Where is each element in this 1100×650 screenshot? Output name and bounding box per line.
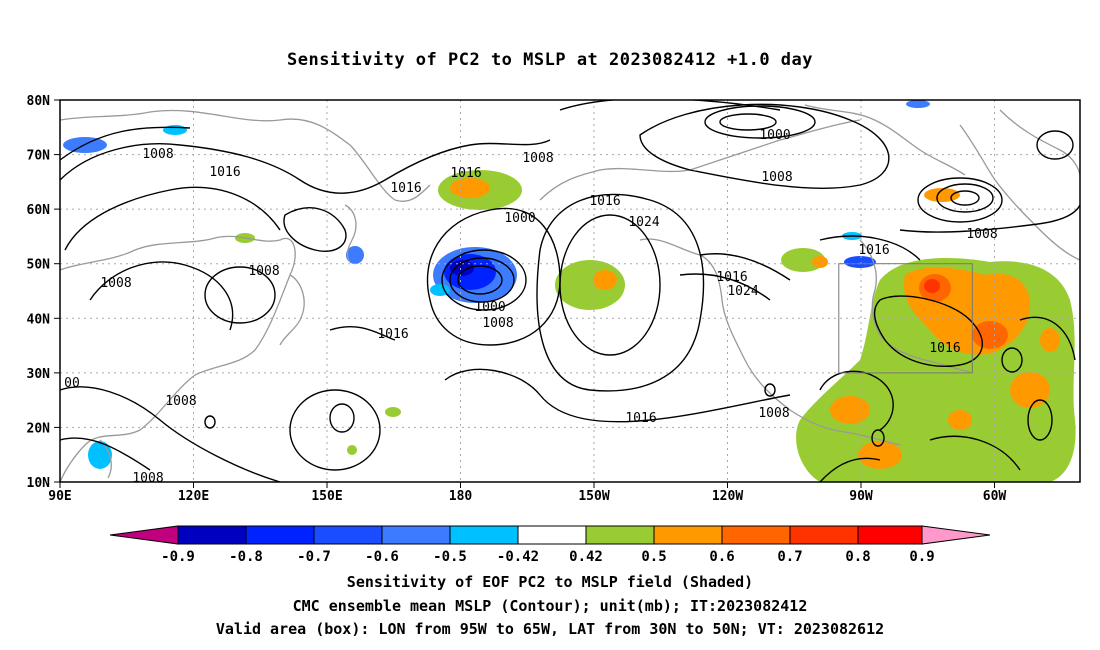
contour-label: 1008 [142, 147, 173, 162]
colorbar-label: 0.7 [777, 549, 802, 565]
caption-shading: Sensitivity of EOF PC2 to MSLP field (Sh… [346, 573, 754, 591]
contour-label: 1016 [390, 181, 421, 196]
lat-label: 40N [27, 312, 51, 327]
contour-label: 1016 [858, 243, 889, 258]
contour-label: 1008 [248, 264, 279, 279]
lon-label: 120W [712, 489, 743, 504]
map-frame [59, 99, 1081, 483]
lon-label: 180 [449, 489, 473, 504]
lon-label: 120E [178, 489, 209, 504]
colorbar-swatch [313, 525, 383, 545]
lon-label: 150W [578, 489, 609, 504]
colorbar-swatch [449, 525, 519, 545]
contour-label: 1008 [165, 394, 196, 409]
colorbar-swatch [381, 525, 451, 545]
contour-label: 1024 [628, 215, 659, 230]
contour-label: 1016 [377, 327, 408, 342]
lat-label: 10N [27, 476, 51, 491]
contour-label: 1016 [450, 166, 481, 181]
colorbar-label: -0.42 [497, 549, 539, 565]
colorbar: -0.9 -0.8 -0.7 -0.6 -0.5 -0.42 0.42 0.5 … [109, 525, 991, 565]
lat-label: 70N [27, 149, 51, 164]
contour-label: 1008 [100, 276, 131, 291]
colorbar-label: 0.9 [909, 549, 934, 565]
coastlines [60, 104, 1080, 482]
colorbar-label: -0.6 [365, 549, 399, 565]
lat-label: 20N [27, 421, 51, 436]
contour-label: 1008 [132, 471, 163, 486]
lat-label: 80N [27, 94, 51, 109]
colorbar-label: -0.7 [297, 549, 331, 565]
lon-label: 150E [311, 489, 342, 504]
colorbar-high-arrow [921, 525, 991, 545]
contour-label: 1016 [209, 165, 240, 180]
colorbar-label: 0.5 [641, 549, 666, 565]
lon-label: 90W [849, 489, 873, 504]
caption-valid-area: Valid area (box): LON from 95W to 65W, L… [215, 620, 885, 638]
contour-label: 1024 [727, 284, 758, 299]
contour-label: 1016 [625, 411, 656, 426]
contour-label: 1000 [474, 300, 505, 315]
colorbar-swatch [653, 525, 723, 545]
contour-label: 1016 [589, 194, 620, 209]
lat-label: 50N [27, 258, 51, 273]
colorbar-label: 0.8 [845, 549, 870, 565]
colorbar-label: -0.8 [229, 549, 263, 565]
contour-label: 1008 [966, 227, 997, 242]
lon-labels: 90E 120E 150E 180 150W 120W 90W 60W [48, 489, 1006, 504]
contour-label: 1008 [758, 406, 789, 421]
colorbar-swatch [721, 525, 791, 545]
chart-title: Sensitivity of PC2 to MSLP at 2023082412… [286, 50, 813, 70]
graticule [60, 100, 1080, 482]
colorbar-swatch [585, 525, 655, 545]
colorbar-label: -0.5 [433, 549, 467, 565]
contour-label: 1008 [522, 151, 553, 166]
lon-label: 60W [983, 489, 1007, 504]
contour-labels: 1008 1016 1016 1008 1016 1000 1016 1024 … [64, 128, 997, 486]
colorbar-swatch [517, 525, 587, 545]
contour-label: 1008 [482, 316, 513, 331]
contour-label: 00 [64, 376, 80, 391]
mslp-contours [60, 100, 1080, 482]
colorbar-label: 0.42 [569, 549, 603, 565]
lon-label: 90E [48, 489, 71, 504]
valid-area-box [838, 263, 973, 374]
colorbar-swatch [177, 525, 247, 545]
contour-label: 1000 [759, 128, 790, 143]
contour-label: 1016 [716, 270, 747, 285]
caption-contour: CMC ensemble mean MSLP (Contour); unit(m… [292, 597, 808, 615]
contour-label: 1000 [504, 211, 535, 226]
colorbar-swatch [857, 525, 923, 545]
colorbar-swatch [789, 525, 859, 545]
contour-label: 1016 [929, 341, 960, 356]
lat-labels: 80N 70N 60N 50N 40N 30N 20N 10N [27, 94, 51, 491]
colorbar-swatch [245, 525, 315, 545]
lat-label: 30N [27, 367, 51, 382]
colorbar-low-arrow [109, 525, 179, 545]
colorbar-label: 0.6 [709, 549, 734, 565]
axis-ticks [54, 99, 995, 488]
colorbar-label: -0.9 [161, 549, 195, 565]
contour-label: 1008 [761, 170, 792, 185]
lat-label: 60N [27, 203, 51, 218]
